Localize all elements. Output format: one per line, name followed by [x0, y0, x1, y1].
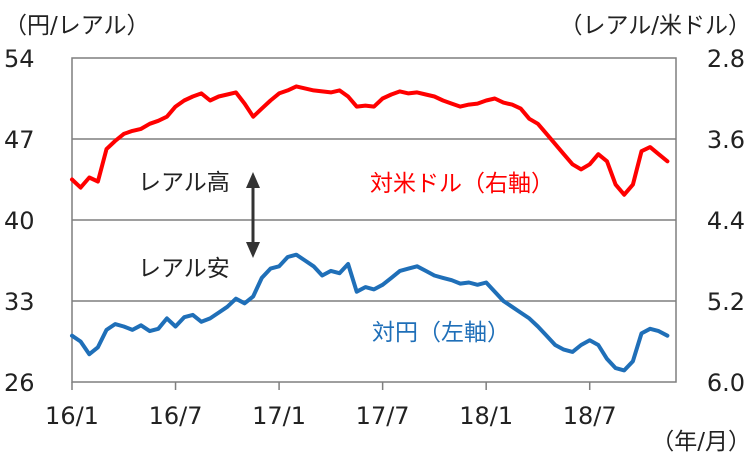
right-tick-label: 6.0 — [707, 369, 745, 397]
x-tick-label: 17/1 — [252, 402, 306, 430]
series-layer — [70, 84, 670, 373]
right-tick-label: 2.8 — [707, 45, 745, 73]
annotation-real-down: レアル安 — [138, 256, 230, 282]
left-axis: 54 47 40 33 26 — [4, 45, 35, 397]
left-tick-label: 33 — [4, 288, 35, 316]
x-tick-label: 16/1 — [45, 402, 99, 430]
left-tick-label: 40 — [4, 207, 35, 235]
double-arrow-icon — [246, 172, 260, 258]
x-tick-label: 16/7 — [149, 402, 203, 430]
x-tick-label: 18/7 — [563, 402, 617, 430]
left-tick-label: 26 — [4, 369, 35, 397]
grid — [71, 57, 677, 383]
left-tick-label: 54 — [4, 45, 35, 73]
series-line-usd — [70, 84, 670, 197]
x-axis-unit: （年/月） — [651, 429, 751, 455]
left-tick-label: 47 — [4, 126, 35, 154]
x-tick-label: 18/1 — [459, 402, 513, 430]
right-tick-label: 5.2 — [707, 288, 745, 316]
right-axis-unit: （レアル/米ドル） — [559, 13, 751, 39]
annotation-real-up: レアル高 — [138, 170, 230, 196]
right-tick-label: 4.4 — [707, 207, 745, 235]
x-tick-label: 17/7 — [356, 402, 410, 430]
right-axis: 2.8 3.6 4.4 5.2 6.0 — [707, 45, 745, 397]
series-label-usd: 対米ドル（右軸） — [370, 171, 554, 197]
right-tick-label: 3.6 — [707, 126, 745, 154]
left-axis-unit: （円/レアル） — [4, 13, 150, 39]
series-line-jpy — [70, 252, 670, 373]
x-axis: 16/1 16/7 17/1 17/7 18/1 18/7 — [45, 382, 617, 430]
series-label-jpy: 対円（左軸） — [372, 320, 510, 346]
